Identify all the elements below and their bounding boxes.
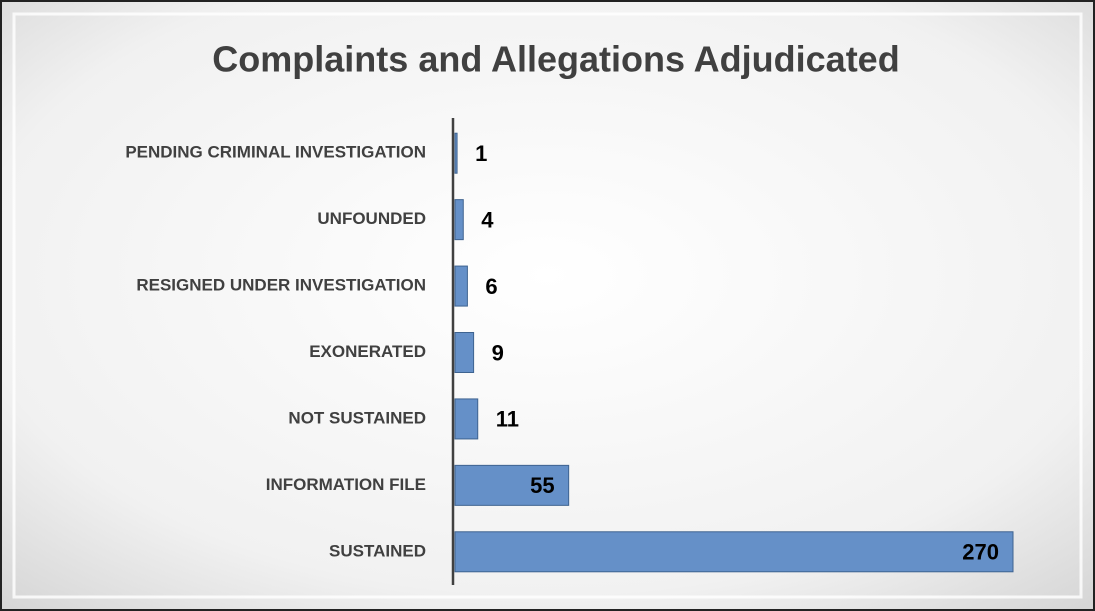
y-tick-label: INFORMATION FILE [266,475,426,494]
data-label: 55 [530,473,554,498]
bar [454,531,1014,573]
bar [454,398,479,440]
data-label: 270 [962,540,999,565]
bar [454,464,570,506]
y-tick-label: RESIGNED UNDER INVESTIGATION [136,276,426,295]
data-label: 9 [492,340,504,365]
y-tick-label: NOT SUSTAINED [288,408,426,427]
bevel [12,12,1083,599]
bar [454,199,464,241]
data-label: 6 [485,274,497,299]
y-tick-label: EXONERATED [309,342,426,361]
y-tick-label: UNFOUNDED [317,209,426,228]
chart-title: Complaints and Allegations Adjudicated [212,39,899,80]
y-tick-label: SUSTAINED [329,541,426,560]
data-label: 11 [496,407,519,432]
data-label: 1 [475,141,487,166]
bar [454,132,458,174]
data-label: 4 [481,207,494,232]
bar [454,332,475,373]
bar [454,265,468,307]
y-tick-label: PENDING CRIMINAL INVESTIGATION [125,143,426,162]
